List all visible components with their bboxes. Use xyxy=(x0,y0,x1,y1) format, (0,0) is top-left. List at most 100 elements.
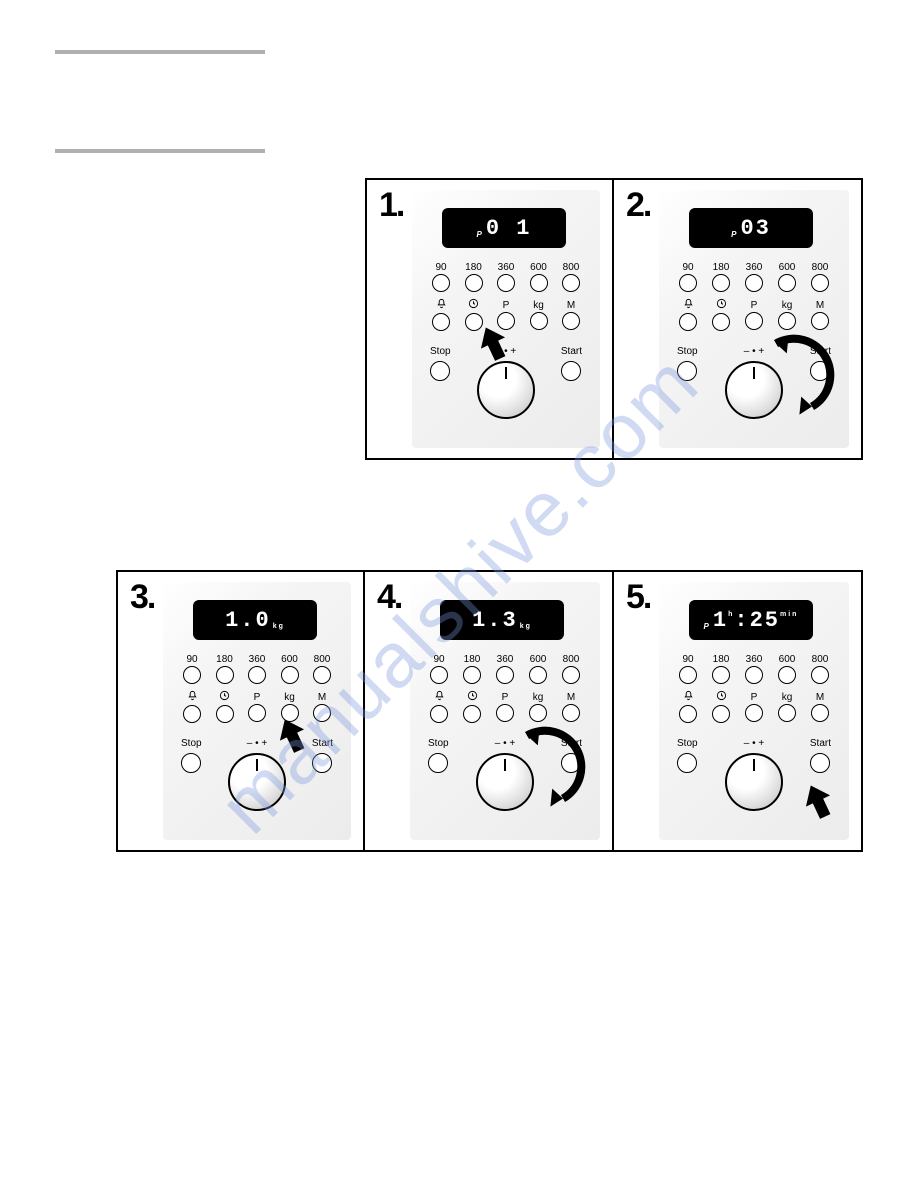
step-panel: 3. 1.0kg 90180360600800 PkgM Stop Start … xyxy=(116,570,365,852)
function-row: Pkg M xyxy=(428,690,582,723)
fn-button-M: M xyxy=(809,692,831,722)
control-panel: 1.0kg 90180360600800 PkgM Stop Start – •… xyxy=(163,582,351,840)
bell-button xyxy=(677,298,699,331)
stop-button: Stop xyxy=(428,738,449,773)
power-button: 180 xyxy=(710,262,732,292)
bell-icon xyxy=(677,690,699,704)
clock-icon xyxy=(214,690,236,704)
power-button: 180 xyxy=(463,262,485,292)
stop-button: Stop xyxy=(181,738,202,773)
step-row-1: 1. P0 1 90180360600800 PkgM Stop Start –… xyxy=(55,178,863,460)
fn-button-M: M xyxy=(560,300,582,330)
power-button: 90 xyxy=(181,654,203,684)
power-row: 90 180 360 600 800 xyxy=(677,262,831,292)
clock-icon xyxy=(461,690,483,704)
fn-button-kg: kg xyxy=(527,692,549,722)
lcd-display: 1.0kg xyxy=(193,600,317,640)
power-button: 360 xyxy=(743,654,765,684)
power-button: 180 xyxy=(214,654,236,684)
fn-button-kg: kg xyxy=(528,300,550,330)
fn-button-P: P xyxy=(743,692,765,722)
step-panel: 4. 1.3kg 90180360600800 PkgM Stop Start … xyxy=(365,570,614,852)
lcd-display: P1h:25min xyxy=(689,600,813,640)
clock-button xyxy=(710,298,732,331)
function-row: Pkg M xyxy=(677,690,831,723)
step-number: 2. xyxy=(626,186,650,225)
power-button: 800 xyxy=(560,654,582,684)
step-number: 3. xyxy=(130,578,154,617)
control-panel: P1h:25min 90 180 360 600 800 Pkg M Stop Start… xyxy=(659,582,849,840)
clock-icon xyxy=(710,690,732,704)
power-button: 800 xyxy=(311,654,333,684)
fn-button-M: M xyxy=(809,300,831,330)
power-button: 600 xyxy=(527,654,549,684)
bell-button xyxy=(181,690,203,723)
bell-button xyxy=(428,690,450,723)
start-button: Start xyxy=(810,738,831,773)
fn-button-M: M xyxy=(311,692,333,722)
bell-button xyxy=(677,690,699,723)
lcd-display: P0 1 xyxy=(442,208,566,248)
fn-button-M: M xyxy=(560,692,582,722)
clock-icon xyxy=(710,298,732,312)
fn-button-kg: kg xyxy=(776,692,798,722)
clock-icon xyxy=(463,298,485,312)
stop-button: Stop xyxy=(430,346,451,381)
step-number: 4. xyxy=(377,578,401,617)
control-panel: 1.3kg 90180360600800 PkgM Stop Start – •… xyxy=(410,582,600,840)
fn-button-P: P xyxy=(494,692,516,722)
power-button: 600 xyxy=(528,262,550,292)
function-row: PkgM xyxy=(181,690,333,723)
power-row: 90 180 360 600 800 xyxy=(181,654,333,684)
clock-button xyxy=(463,298,485,331)
step-panel: 2. P03 90180360600800 PkgM Stop Start – … xyxy=(614,178,863,460)
power-button: 90 xyxy=(428,654,450,684)
power-button: 360 xyxy=(495,262,517,292)
fn-button-P: P xyxy=(246,692,268,722)
power-button: 600 xyxy=(776,654,798,684)
document-page: 1. P0 1 90 180 360 600 800 Pkg M Stop Start –… xyxy=(0,0,918,852)
stop-button: Stop xyxy=(677,738,698,773)
power-row: 90 180 360 600 800 xyxy=(677,654,831,684)
clock-button xyxy=(710,690,732,723)
power-button: 90 xyxy=(430,262,452,292)
power-button: 180 xyxy=(710,654,732,684)
power-button: 360 xyxy=(743,262,765,292)
power-row: 90 180 360 600 800 xyxy=(430,262,582,292)
power-row: 90180360600800 xyxy=(428,654,582,684)
power-button: 600 xyxy=(776,262,798,292)
control-panel: P03 90180360600800 PkgM Stop Start – • + xyxy=(659,190,849,448)
step-number: 5. xyxy=(626,578,650,617)
fn-button-kg: kg xyxy=(776,300,798,330)
power-button: 800 xyxy=(809,654,831,684)
clock-button xyxy=(461,690,483,723)
step-panel: 1. P0 1 90180360600800 PkgM Stop Start –… xyxy=(365,178,614,460)
section-bar-sub xyxy=(55,149,265,153)
rotary-knob: – • + xyxy=(725,738,783,811)
stop-button: Stop xyxy=(677,346,698,381)
power-button: 180 xyxy=(461,654,483,684)
clock-button xyxy=(214,690,236,723)
power-button: 800 xyxy=(809,262,831,292)
bell-icon xyxy=(428,690,450,704)
fn-button-P: P xyxy=(743,300,765,330)
start-button: Start xyxy=(561,346,582,381)
lcd-display: 1.3kg xyxy=(440,600,564,640)
bell-icon xyxy=(430,298,452,312)
control-panel: P0 1 90180360600800 PkgM Stop Start – • … xyxy=(412,190,600,448)
rotate-arrow-icon xyxy=(749,330,839,420)
function-row: Pkg M xyxy=(677,298,831,331)
power-button: 90 xyxy=(677,262,699,292)
pointer-arrow-icon xyxy=(793,776,843,826)
step-row-2: 3. 1.0kg 90180360600800 PkgM Stop Start … xyxy=(55,570,863,852)
power-button: 90 xyxy=(677,654,699,684)
bell-button xyxy=(430,298,452,331)
power-button: 800 xyxy=(560,262,582,292)
section-bar-top xyxy=(55,50,265,54)
rotate-arrow-icon xyxy=(500,722,590,812)
step-number: 1. xyxy=(379,186,403,225)
bell-icon xyxy=(181,690,203,704)
power-button: 600 xyxy=(279,654,301,684)
step-panel: 5. P1h:25min 90 180 360 600 800 Pkg M Stop St… xyxy=(614,570,863,852)
power-button: 360 xyxy=(246,654,268,684)
